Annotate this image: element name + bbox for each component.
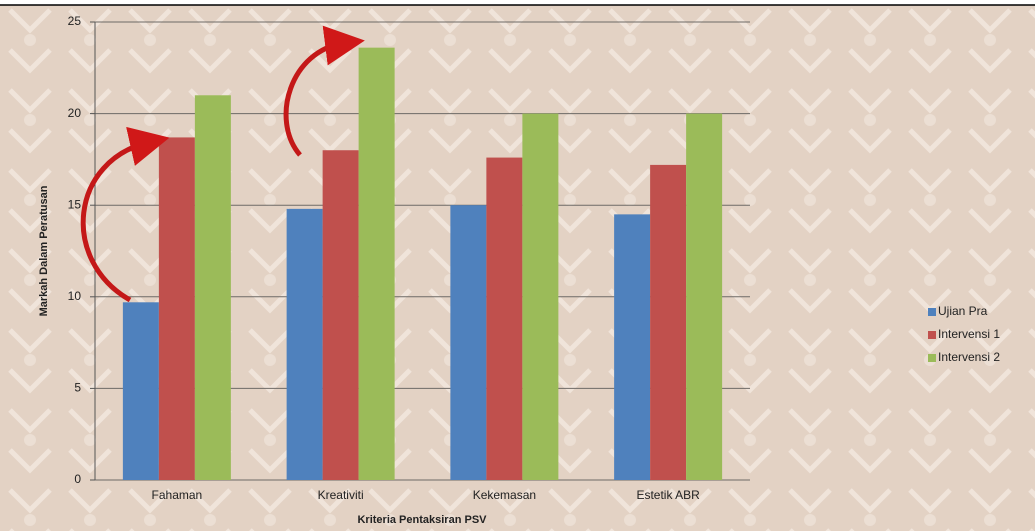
bar	[650, 164, 687, 480]
bar	[358, 47, 395, 480]
x-tick-label: Kekemasan	[473, 488, 536, 502]
y-axis-label: Markah Dalam Peratusan	[38, 185, 50, 316]
bar	[286, 208, 323, 480]
legend-label: Intervensi 2	[938, 350, 1000, 364]
y-tick-label: 5	[74, 381, 81, 395]
x-tick-label: Estetik ABR	[636, 488, 700, 502]
legend-swatch	[928, 308, 936, 316]
y-tick-label: 25	[68, 14, 82, 28]
bar	[614, 214, 651, 481]
y-tick-label: 20	[68, 106, 82, 120]
bar	[322, 150, 359, 481]
legend-label: Ujian Pra	[938, 304, 988, 318]
x-tick-label: Kreativiti	[318, 488, 364, 502]
bar	[522, 113, 559, 480]
arrow	[80, 126, 170, 303]
y-tick-label: 15	[68, 197, 82, 211]
arrow	[283, 25, 365, 157]
y-tick-label: 10	[68, 289, 82, 303]
bar	[194, 95, 231, 480]
legend-swatch	[928, 331, 936, 339]
bar	[686, 113, 723, 480]
bar	[122, 302, 159, 480]
bar	[158, 137, 195, 480]
bar	[450, 205, 487, 480]
legend-label: Intervensi 1	[938, 327, 1000, 341]
bar	[486, 157, 523, 480]
legend-swatch	[928, 354, 936, 362]
y-tick-label: 0	[74, 472, 81, 486]
x-tick-label: Fahaman	[152, 488, 203, 502]
top-strip	[0, 0, 1035, 5]
x-axis-label: Kriteria Pentaksiran PSV	[357, 514, 487, 526]
